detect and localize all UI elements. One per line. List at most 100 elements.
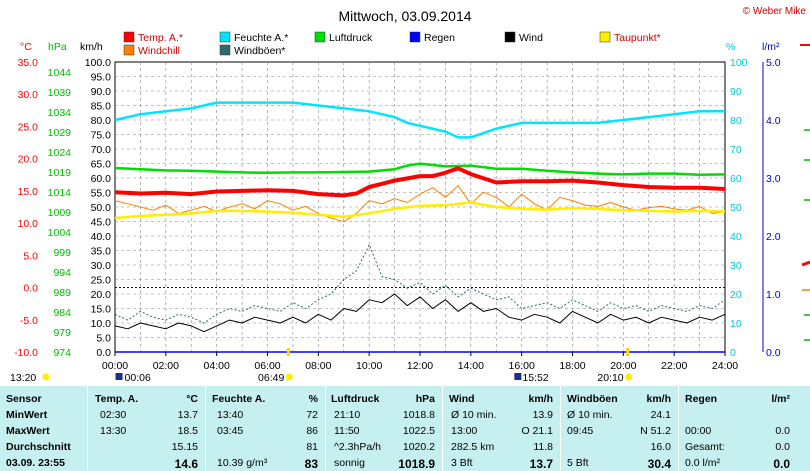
pressure-tick-label: 1044 (48, 67, 72, 79)
table-wind-max: O 21.1 (521, 425, 553, 437)
series-line-luftdruck (114, 162, 726, 177)
wind-tick-label: 5.0 (96, 333, 111, 345)
temp-tick-label: 25.0 (18, 121, 39, 133)
moonrise-label: 15:52 (522, 372, 548, 384)
series-line-wind (114, 293, 726, 333)
humidity-axis-unit: % (726, 41, 735, 53)
temp-tick-label: 35.0 (18, 57, 39, 69)
table-header-sensor: Sensor (6, 393, 42, 405)
time-tick-label: 02:00 (153, 360, 179, 372)
humidity-tick-label: 60 (730, 173, 742, 185)
table-header-rain-unit: l/m² (771, 393, 790, 405)
legend-label-wind: Wind (519, 32, 543, 44)
legend-swatch-regen (409, 31, 421, 43)
table-row-label: MinWert (6, 409, 48, 421)
time-tick-label: 16:00 (509, 360, 535, 372)
pressure-tick-label: 989 (53, 287, 71, 299)
table-header-humidity: Feuchte A. (212, 393, 266, 405)
humidity-tick-label: 30 (730, 260, 742, 272)
series-line-taupunkt (114, 201, 726, 220)
table-rain-value: 0.0 (775, 441, 790, 453)
table-wind-desc: 282.5 km (451, 441, 495, 453)
table-pressure-value: 1020.2 (402, 441, 435, 453)
time-tick-label: 12:00 (407, 360, 433, 372)
table-rain-desc: 0.0 l/m² (685, 457, 721, 469)
table-header-gust-unit: km/h (646, 393, 671, 405)
temp-tick-label: 0.0 (23, 283, 38, 295)
table-rain-desc: Gesamt: (685, 441, 725, 453)
table-temp-time: 13:30 (100, 425, 127, 437)
table-gust-value: 24.1 (650, 409, 671, 421)
legend-label-regen: Regen (424, 32, 455, 44)
time-tick-label: 14:00 (458, 360, 484, 372)
pressure-tick-label: 1024 (48, 147, 72, 159)
sun-moon-markers: 06:49 20:10 13:20 00:06 15:52 (10, 348, 633, 384)
sunset-label: 20:10 (597, 372, 623, 384)
table-pressure-time: 21:10 (334, 409, 361, 421)
temp-axis-unit: °C (20, 41, 32, 53)
pressure-tick-label: 1019 (48, 167, 72, 179)
table-gust-desc: 09:45 (567, 425, 594, 437)
table-header-rain: Regen (685, 393, 718, 405)
table-humidity-time: 10.39 g/m³ (217, 457, 268, 469)
humidity-tick-label: 50 (730, 202, 742, 214)
sunrise-marker (286, 348, 290, 356)
rain-tick-label: 1.0 (766, 289, 781, 301)
sunset-marker (626, 348, 630, 356)
wind-tick-label: 45.0 (91, 217, 112, 229)
humidity-tick-label: 0 (730, 347, 736, 359)
pressure-tick-label: 1014 (48, 187, 72, 199)
table-pressure-value: 1022.5 (402, 425, 435, 437)
sunset-sun-icon (625, 373, 633, 381)
legend-swatch-windchill (123, 44, 135, 56)
time-tick-label: 18:00 (559, 360, 585, 372)
statistics-table (0, 386, 810, 471)
table-header-temp: Temp. A. (95, 393, 139, 405)
table-header-humidity-unit: % (308, 393, 318, 405)
table-row-label: Durchschnitt (6, 441, 71, 453)
wind-tick-label: 70.0 (91, 144, 112, 156)
wind-tick-label: 20.0 (91, 289, 112, 301)
pressure-tick-label: 1009 (48, 207, 72, 219)
legend-label-feuchte: Feuchte A.* (234, 32, 288, 44)
table-humidity-value: 86 (306, 425, 318, 437)
wind-tick-label: 25.0 (91, 275, 112, 287)
time-tick-label: 04:00 (204, 360, 230, 372)
moon-left-label: 13:20 (10, 372, 36, 384)
humidity-tick-label: 10 (730, 318, 742, 330)
pressure-axis-unit: hPa (48, 41, 67, 53)
legend-swatch-windboeen (219, 44, 231, 56)
humidity-tick-label: 80 (730, 115, 742, 127)
series-group (114, 101, 726, 353)
time-tick-label: 10:00 (356, 360, 382, 372)
rain-tick-label: 4.0 (766, 115, 781, 127)
sunrise-sun-icon (285, 373, 293, 381)
temp-tick-label: 30.0 (18, 89, 39, 101)
legend-label-windboeen: Windböen* (234, 45, 285, 57)
legend-swatch-taupunkt (599, 31, 611, 43)
table-wind-value: 11.8 (533, 441, 553, 453)
time-tick-label: 06:00 (254, 360, 280, 372)
tick-labels: 35.0 30.0 25.0 20.0 15.0 10.0 5.0 0.0 -5.0 -10.0 1… (14, 57, 781, 372)
legend-swatch-luftdruck (314, 31, 326, 43)
humidity-tick-label: 90 (730, 86, 742, 98)
pressure-tick-label: 1034 (48, 107, 72, 119)
wind-tick-label: 55.0 (91, 188, 112, 200)
table-pressure-time: sonnig (334, 457, 365, 469)
table-pressure-value: 1018.9 (398, 457, 435, 471)
table-pressure-value: 1018.8 (402, 409, 435, 421)
table-pressure-time: 11:50 (334, 425, 360, 437)
legend-label-windchill: Windchill (138, 45, 180, 57)
table-temp-value: 18.5 (177, 425, 198, 437)
wind-tick-label: 40.0 (91, 231, 112, 243)
table-header-wind-unit: km/h (528, 393, 553, 405)
table-temp-value: 14.6 (174, 457, 198, 471)
humidity-tick-label: 100 (730, 57, 748, 69)
humidity-tick-label: 40 (730, 231, 742, 243)
table-rain-desc: 00:00 (685, 425, 712, 437)
temp-tick-label: 5.0 (23, 250, 38, 262)
table-rain-value: 0.0 (773, 457, 790, 471)
legend-label-temp: Temp. A.* (138, 32, 183, 44)
table-gust-value: 16.0 (650, 441, 671, 453)
table-header-temp-unit: °C (186, 393, 198, 405)
